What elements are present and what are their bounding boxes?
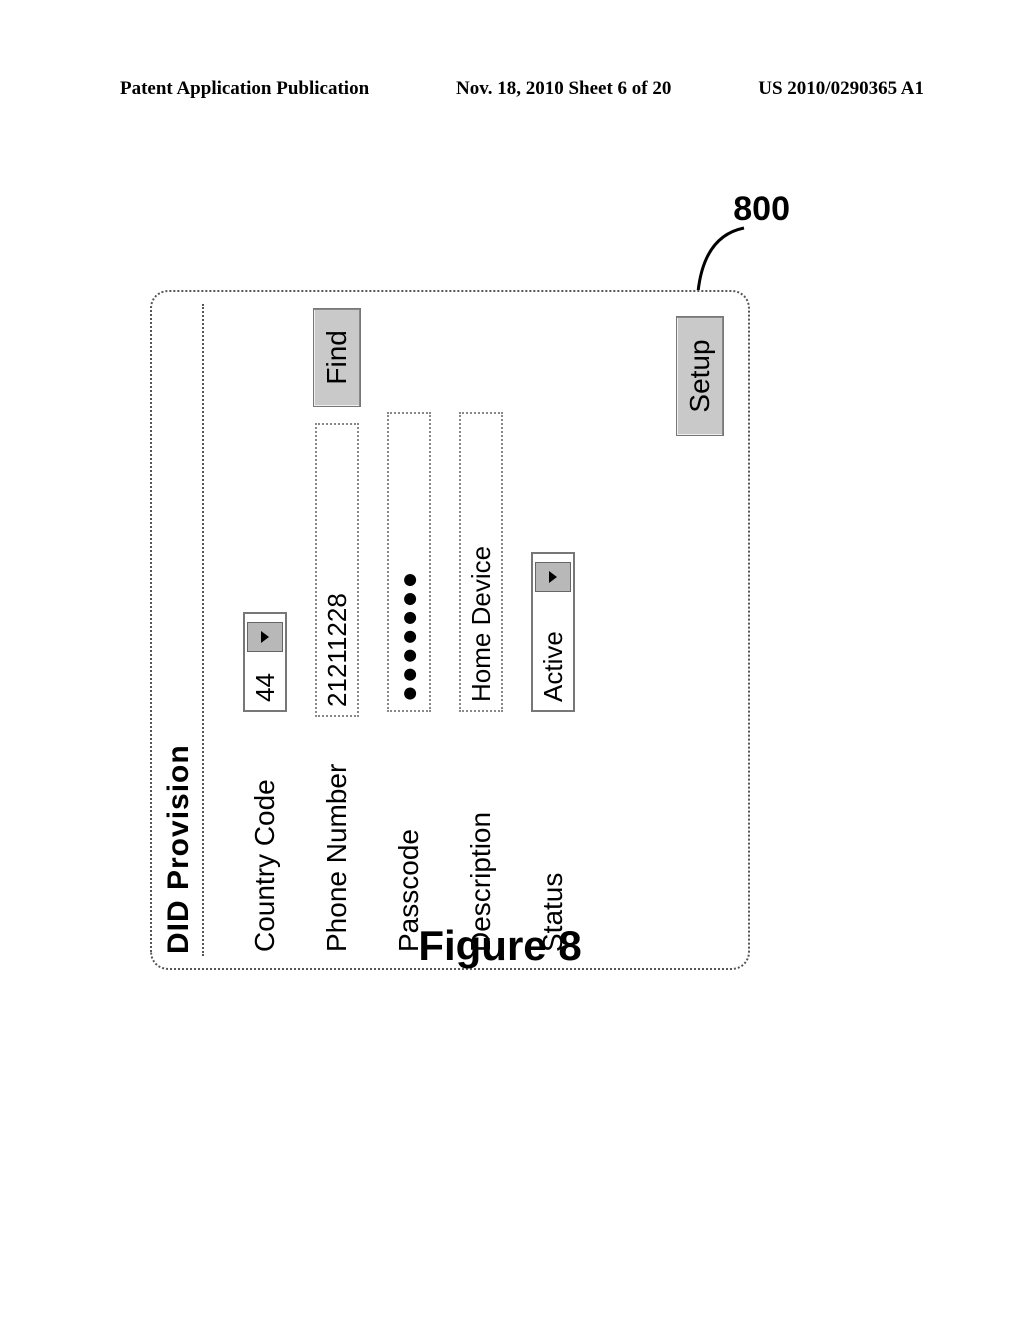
form: Country Code 44 Phone Number 21211228 Fi… — [242, 308, 602, 952]
row-status: Status Active — [530, 308, 576, 952]
status-value: Active — [538, 631, 569, 702]
reference-number: 800 — [733, 190, 790, 229]
header-right: US 2010/0290365 A1 — [758, 78, 924, 100]
description-value: Home Device — [466, 546, 497, 702]
country-code-select[interactable]: 44 — [243, 612, 287, 712]
description-input[interactable]: Home Device — [459, 412, 503, 712]
chevron-down-icon[interactable] — [535, 562, 571, 592]
label-country-code: Country Code — [249, 712, 281, 952]
phone-number-input[interactable]: 21211228 — [315, 423, 359, 717]
status-select[interactable]: Active — [531, 552, 575, 712]
did-provision-panel: DID Provision Country Code 44 Phone Numb… — [150, 290, 750, 970]
setup-button[interactable]: Setup — [676, 316, 724, 436]
figure-caption: Figure 8 — [150, 922, 850, 970]
row-phone-number: Phone Number 21211228 Find — [314, 308, 360, 952]
phone-number-value: 21211228 — [322, 593, 353, 707]
page-header: Patent Application Publication Nov. 18, … — [120, 78, 924, 100]
header-center: Nov. 18, 2010 Sheet 6 of 20 — [456, 78, 671, 100]
header-left: Patent Application Publication — [120, 78, 369, 100]
setup-row: Setup — [676, 316, 724, 436]
label-passcode: Passcode — [393, 712, 425, 952]
row-description: Description Home Device — [458, 308, 504, 952]
label-status: Status — [537, 712, 569, 952]
figure-area: 800 DID Provision Country Code 44 Phone … — [150, 190, 850, 970]
country-code-value: 44 — [250, 673, 281, 702]
chevron-down-icon[interactable] — [247, 622, 283, 652]
row-passcode: Passcode ●●●●●●● — [386, 308, 432, 952]
passcode-value: ●●●●●●● — [393, 570, 425, 702]
passcode-input[interactable]: ●●●●●●● — [387, 412, 431, 712]
row-country-code: Country Code 44 — [242, 308, 288, 952]
label-phone-number: Phone Number — [321, 717, 353, 952]
leader-line — [694, 226, 754, 296]
label-description: Description — [465, 712, 497, 952]
find-button[interactable]: Find — [313, 308, 361, 407]
title-rule — [202, 304, 204, 956]
